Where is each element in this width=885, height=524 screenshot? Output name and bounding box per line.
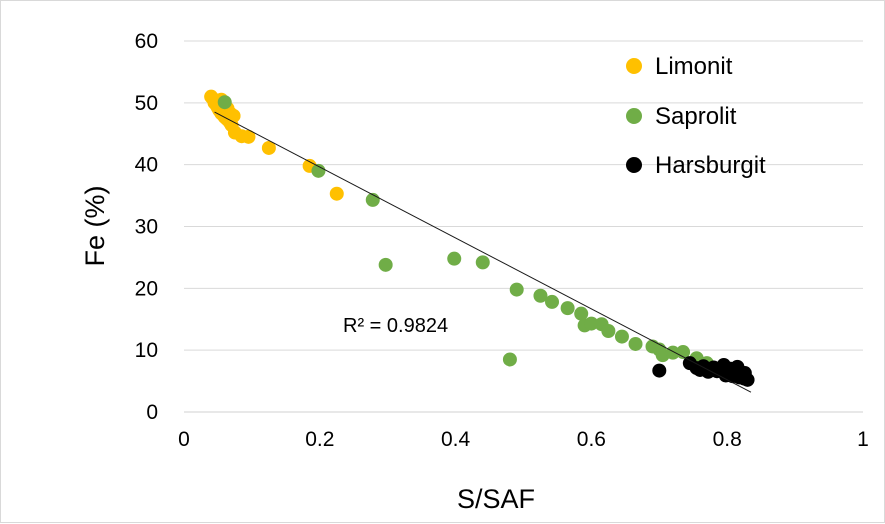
x-tick-label: 0.6: [577, 428, 606, 451]
y-tick-label: 50: [135, 92, 158, 115]
series-limonit: [204, 89, 344, 201]
legend-marker-limonit: [626, 58, 642, 74]
data-points: [204, 89, 755, 387]
trendline-group: [214, 111, 752, 393]
series-harsburgit: [652, 356, 755, 387]
data-point: [737, 366, 752, 381]
y-tick-label: 30: [135, 216, 158, 239]
data-point: [614, 329, 629, 344]
y-tick-label: 20: [135, 277, 158, 300]
data-point: [509, 282, 524, 297]
legend-marker-saprolit: [626, 108, 642, 124]
data-point: [475, 255, 490, 270]
legend-label-saprolit: Saprolit: [655, 103, 737, 130]
x-tick-label: 1: [857, 428, 869, 451]
x-tick-label: 0: [178, 428, 190, 451]
data-point: [726, 362, 741, 377]
data-point: [502, 352, 517, 367]
y-axis-label: Fe (%): [80, 186, 110, 267]
data-point: [378, 257, 393, 272]
data-point: [601, 323, 616, 338]
r-squared-annotation: R² = 0.9824: [343, 315, 448, 337]
x-tick-label: 0.4: [441, 428, 471, 451]
legend-marker-harsburgit: [626, 157, 642, 173]
x-tick-label: 0.8: [713, 428, 742, 451]
tick-labels: 0 10 20 30 40 50 60 0 0.2 0.4 0.6 0.8 1: [135, 30, 869, 451]
data-point: [329, 186, 344, 201]
y-tick-label: 10: [135, 339, 158, 362]
x-tick-label: 0.2: [305, 428, 334, 451]
data-point: [560, 301, 575, 316]
grid-lines: [184, 40, 863, 351]
data-point: [447, 251, 462, 266]
series-saprolit: [217, 95, 714, 371]
data-point: [652, 363, 667, 378]
y-tick-label: 40: [135, 154, 158, 177]
y-tick-label: 60: [135, 30, 158, 53]
data-point: [311, 163, 326, 178]
data-point: [241, 129, 256, 144]
legend-label-limonit: Limonit: [655, 53, 733, 80]
legend: Limonit Saprolit Harsburgit: [626, 53, 766, 179]
data-point: [628, 336, 643, 351]
x-axis-label: S/SAF: [457, 484, 535, 514]
data-point: [545, 294, 560, 309]
y-tick-label: 0: [146, 401, 158, 424]
trendline: [214, 111, 752, 393]
data-point: [533, 288, 548, 303]
legend-label-harsburgit: Harsburgit: [655, 152, 766, 179]
data-point: [217, 95, 232, 110]
data-point: [261, 140, 276, 155]
data-point: [676, 345, 691, 360]
data-point: [584, 316, 599, 331]
data-point: [574, 306, 589, 321]
